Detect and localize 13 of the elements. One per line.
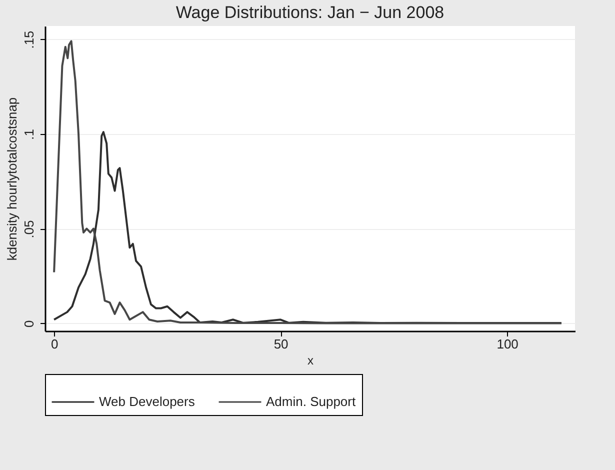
y-tick-label: .05 — [22, 220, 36, 238]
y-axis-title: kdensity hourlytotalcostsnap — [4, 97, 20, 261]
legend-label: Admin. Support — [266, 394, 356, 409]
x-tick-label: 100 — [496, 336, 518, 352]
y-tick-label: .15 — [22, 30, 36, 49]
y-tick-label: .1 — [22, 129, 36, 140]
x-axis-title: x — [308, 354, 314, 368]
x-tick-label: 0 — [50, 336, 58, 352]
y-tick-label: 0 — [22, 320, 36, 328]
line-series — [53, 40, 562, 324]
x-tick-label: 50 — [274, 336, 288, 352]
chart-title: Wage Distributions: Jan − Jun 2008 — [176, 3, 444, 22]
legend-label: Web Developers — [99, 394, 196, 409]
